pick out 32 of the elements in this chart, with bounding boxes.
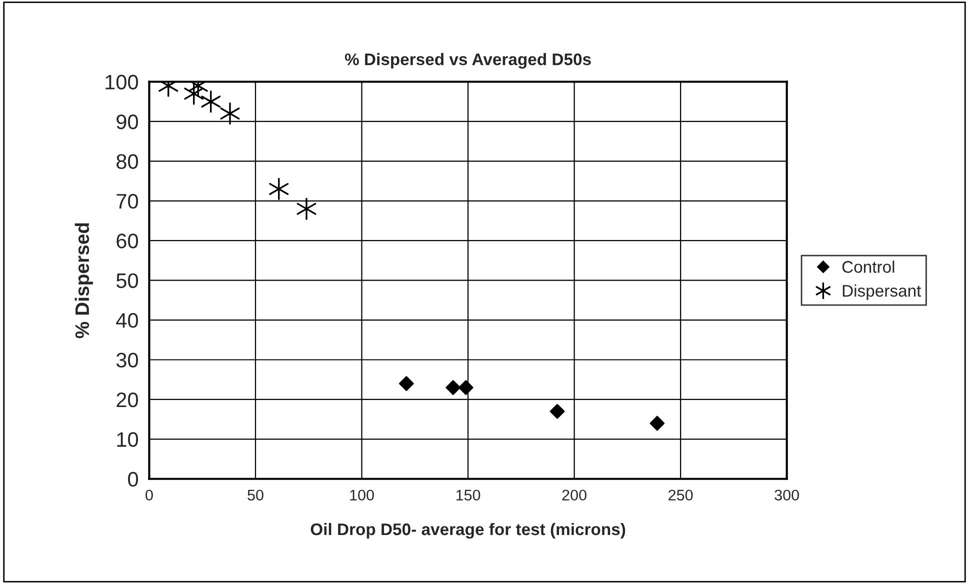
legend-label: Dispersant <box>842 284 922 300</box>
y-tick-label: 100 <box>106 74 138 90</box>
y-tick-label: 50 <box>116 273 138 288</box>
y-axis-title: % Dispersed <box>74 223 93 338</box>
point <box>296 198 316 220</box>
point <box>269 178 289 200</box>
x-tick-label: 50 <box>248 490 264 501</box>
x-tick-label: 300 <box>774 490 799 501</box>
y-tick-label: 30 <box>116 352 138 368</box>
point <box>650 416 665 431</box>
x-tick-label: 250 <box>668 490 693 501</box>
y-tick-label: 80 <box>116 154 138 169</box>
x-tick-label: 0 <box>146 490 153 501</box>
point <box>220 102 240 125</box>
point <box>201 90 221 113</box>
y-tick-label: 70 <box>116 194 138 209</box>
point <box>458 380 474 395</box>
y-tick-label: 0 <box>128 472 138 487</box>
x-tick-label: 100 <box>350 490 374 501</box>
point <box>446 380 461 395</box>
x-tick-label: 150 <box>456 490 480 501</box>
y-tick-label: 90 <box>116 114 138 130</box>
y-tick-label: 20 <box>116 392 138 408</box>
x-tick-label: 200 <box>562 490 586 501</box>
chart-title: % Dispersed vs Averaged D50s <box>344 53 591 69</box>
y-tick-label: 60 <box>116 234 138 248</box>
y-tick-label: 40 <box>116 313 138 328</box>
y-tick-label: 10 <box>117 432 138 447</box>
point <box>550 404 565 419</box>
x-axis-title: Oil Drop D50- average for test (microns) <box>310 522 626 539</box>
legend-label: Control <box>842 260 894 273</box>
point <box>398 376 414 391</box>
